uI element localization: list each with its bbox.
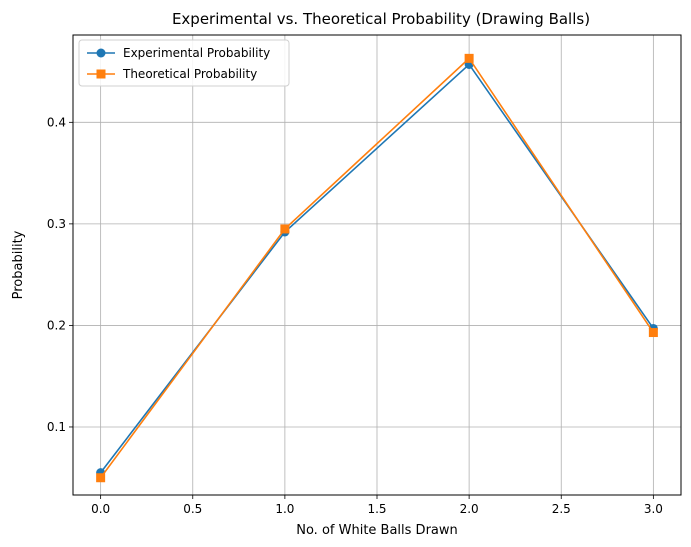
legend-item: Experimental Probability [87, 46, 270, 60]
grid [73, 35, 681, 495]
y-tick-label: 0.4 [47, 115, 66, 129]
x-axis-label: No. of White Balls Drawn [296, 523, 458, 538]
y-tick-label: 0.1 [47, 420, 66, 434]
legend-marker [96, 48, 106, 58]
legend: Experimental Probability Theoretical Prob… [78, 39, 290, 87]
x-tick-label: 0.0 [91, 502, 110, 516]
x-tick-label: 1.5 [367, 502, 386, 516]
legend-frame [78, 39, 290, 87]
x-tick-label: 3.0 [644, 502, 663, 516]
legend-label: Theoretical Probability [122, 67, 257, 81]
series-line [99, 57, 655, 479]
legend-label: Experimental Probability [123, 46, 270, 60]
data-point [464, 53, 474, 63]
y-axis-ticks: 0.1 0.2 0.3 0.4 [47, 115, 73, 434]
data-point [280, 224, 290, 234]
series-2 [96, 53, 658, 483]
legend-item: Theoretical Probability [87, 67, 257, 81]
y-axis-label: Probability [11, 230, 26, 299]
legend-marker [96, 69, 106, 79]
x-tick-label: 1.0 [275, 502, 294, 516]
x-tick-label: 2.5 [552, 502, 571, 516]
x-axis-ticks: 0.0 0.5 1.0 1.5 2.0 2.5 3.0 [91, 495, 663, 516]
series-layer [96, 53, 658, 483]
x-tick-label: 0.5 [183, 502, 202, 516]
x-tick-label: 2.0 [460, 502, 479, 516]
y-tick-label: 0.3 [47, 217, 66, 231]
data-point [648, 328, 658, 338]
data-point [96, 473, 106, 483]
y-tick-label: 0.2 [47, 318, 66, 332]
chart-title: Experimental vs. Theoretical Probability… [172, 10, 590, 28]
